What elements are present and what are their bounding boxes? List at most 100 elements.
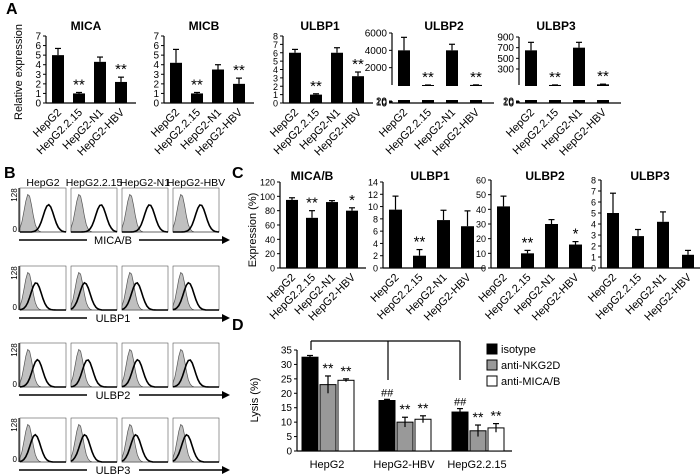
- c-ulbp3-ytick-label: 6: [591, 198, 596, 208]
- c-ulbp3-ytick-label: 2: [591, 242, 596, 252]
- c-micab-bar: [326, 202, 338, 268]
- a-ulbp3-title: ULBP3: [536, 19, 576, 33]
- flow-histogram: [172, 187, 220, 233]
- a-micb-bar: [191, 93, 203, 103]
- a-ulbp3-ytick-label: 700: [497, 43, 514, 54]
- a-micb-ytick-label: 3: [153, 70, 159, 81]
- a-mica-ytick-label: 4: [35, 60, 41, 71]
- flow-stain-histogram: [19, 433, 66, 463]
- d-ytick-label: 25: [281, 374, 293, 385]
- d-bar-anti-MICA/B: [337, 379, 355, 452]
- flow-isotype-histogram: [19, 423, 66, 463]
- flow-marker-label: ULBP1: [96, 313, 131, 325]
- a-mica-ytick-label: 6: [35, 41, 41, 52]
- c-ulbp1-ytick-label: 4: [373, 239, 378, 249]
- a-ulbp3-ytick-label: 300: [497, 65, 514, 76]
- a-micb-ytick-label: 4: [153, 60, 159, 71]
- c-ulbp1-ytick-label: 10: [368, 202, 378, 212]
- c-micab-ytick-label: 120: [260, 178, 275, 188]
- flow-y-min-label: 0: [13, 380, 18, 389]
- a-micb-bar: [212, 69, 224, 103]
- flow-y-min-label: 0: [13, 303, 18, 312]
- c-ulbp2-bar: [569, 244, 582, 268]
- c-ulbp1-ytick-label: 8: [373, 214, 378, 224]
- d-legend-label: anti-NKG2D: [501, 360, 560, 372]
- c-ulbp3-title: ULBP3: [630, 169, 670, 183]
- a-mica-title: MICA: [71, 19, 102, 33]
- c-micab-ytick-label: 100: [260, 192, 275, 202]
- a-micb-bar: [170, 62, 182, 103]
- flow-stain-histogram: [122, 204, 169, 233]
- a-ulbp2-axis-break: [421, 86, 435, 100]
- c-ulbp3-ytick-label: 5: [591, 209, 596, 219]
- flow-arrow-head: [222, 466, 230, 474]
- c-ulbp1-sig-label: **: [414, 234, 426, 251]
- c-micab-title: MICA/B: [291, 169, 334, 183]
- flow-arrow-head: [222, 314, 230, 322]
- a-ulbp2-ytick-label: 2000: [365, 63, 388, 74]
- a-mica-ytick-label: 2: [35, 79, 41, 90]
- c-ulbp3-ytick-label: 4: [591, 220, 596, 230]
- c-micab-ytick-label: 60: [265, 221, 275, 231]
- a-micb-ytick-label: 2: [153, 79, 159, 90]
- panel-a-ylabel: Relative expression: [13, 24, 25, 120]
- a-ulbp1-ytick-label: 4: [273, 65, 278, 75]
- c-micab-ytick-label: 0: [270, 264, 275, 274]
- flow-stain-histogram: [70, 359, 117, 388]
- c-ulbp2-ytick-label: 0: [481, 264, 486, 274]
- a-micb-bar: [233, 83, 245, 103]
- flow-stain-histogram: [173, 204, 220, 233]
- d-ytick-label: 30: [281, 360, 293, 371]
- d-bar-isotype: [451, 411, 469, 452]
- flow-histogram: [172, 265, 220, 311]
- d-sig-label: ##: [381, 387, 394, 399]
- d-category-label: HepG2: [310, 459, 345, 471]
- a-ulbp1-sig-label: **: [310, 78, 322, 95]
- flow-histogram: [70, 417, 118, 463]
- flow-marker-bg: [87, 463, 139, 476]
- a-ulbp2-ytick-label: 20: [376, 97, 388, 108]
- a-mica-ytick-label: 0: [35, 99, 41, 110]
- panel-label-a: A: [6, 1, 18, 18]
- a-mica-ytick-label: 7: [35, 32, 41, 43]
- a-ulbp3-ytick-label: 20: [503, 97, 515, 108]
- d-bar-anti-MICA/B: [414, 418, 432, 452]
- flow-marker-label: ULBP2: [96, 390, 131, 402]
- a-ulbp3-ytick-label: 500: [497, 54, 514, 65]
- flow-marker-label: MICA/B: [94, 235, 132, 247]
- d-sig-label: **: [491, 408, 502, 424]
- d-bar-anti-NKG2D: [319, 384, 337, 452]
- a-ulbp3-axis-break: [548, 86, 562, 100]
- a-ulbp1-title: ULBP1: [300, 19, 340, 33]
- d-ytick-label: 5: [286, 432, 292, 443]
- flow-arrow-head: [222, 236, 230, 244]
- a-mica-ytick-label: 1: [35, 89, 41, 100]
- panel-b-column-label: HepG2-N1: [120, 177, 170, 189]
- flow-isotype-histogram: [19, 193, 66, 233]
- c-ulbp1-bar: [413, 255, 426, 268]
- c-ulbp2-sig-label: **: [522, 234, 534, 251]
- a-ulbp1-bar: [331, 52, 343, 103]
- flow-histogram: 128 0: [10, 265, 67, 312]
- flow-marker-bg: [87, 388, 139, 402]
- flow-histogram: 128 0: [10, 187, 67, 234]
- a-ulbp1-ytick-label: 0: [273, 99, 278, 109]
- flow-stain-histogram: [172, 433, 219, 463]
- flow-histogram: [70, 187, 118, 233]
- c-ulbp1-ytick-label: 14: [368, 178, 378, 188]
- flow-stain-histogram: [121, 358, 168, 388]
- c-ulbp1-ytick-label: 6: [373, 227, 378, 237]
- a-ulbp3-axis-break: [572, 86, 586, 100]
- c-ulbp2-ytick-label: 40: [476, 205, 486, 215]
- c-ulbp1-bar: [437, 220, 450, 268]
- flow-y-max-label: 128: [10, 266, 19, 280]
- c-ulbp2-title: ULBP2: [525, 169, 565, 183]
- c-micab-ytick-label: 20: [265, 249, 275, 259]
- d-legend-swatch: [486, 343, 498, 355]
- c-ulbp1-bar: [389, 209, 402, 268]
- c-ulbp1-ytick-label: 0: [373, 264, 378, 274]
- flow-y-max-label: 128: [10, 343, 19, 357]
